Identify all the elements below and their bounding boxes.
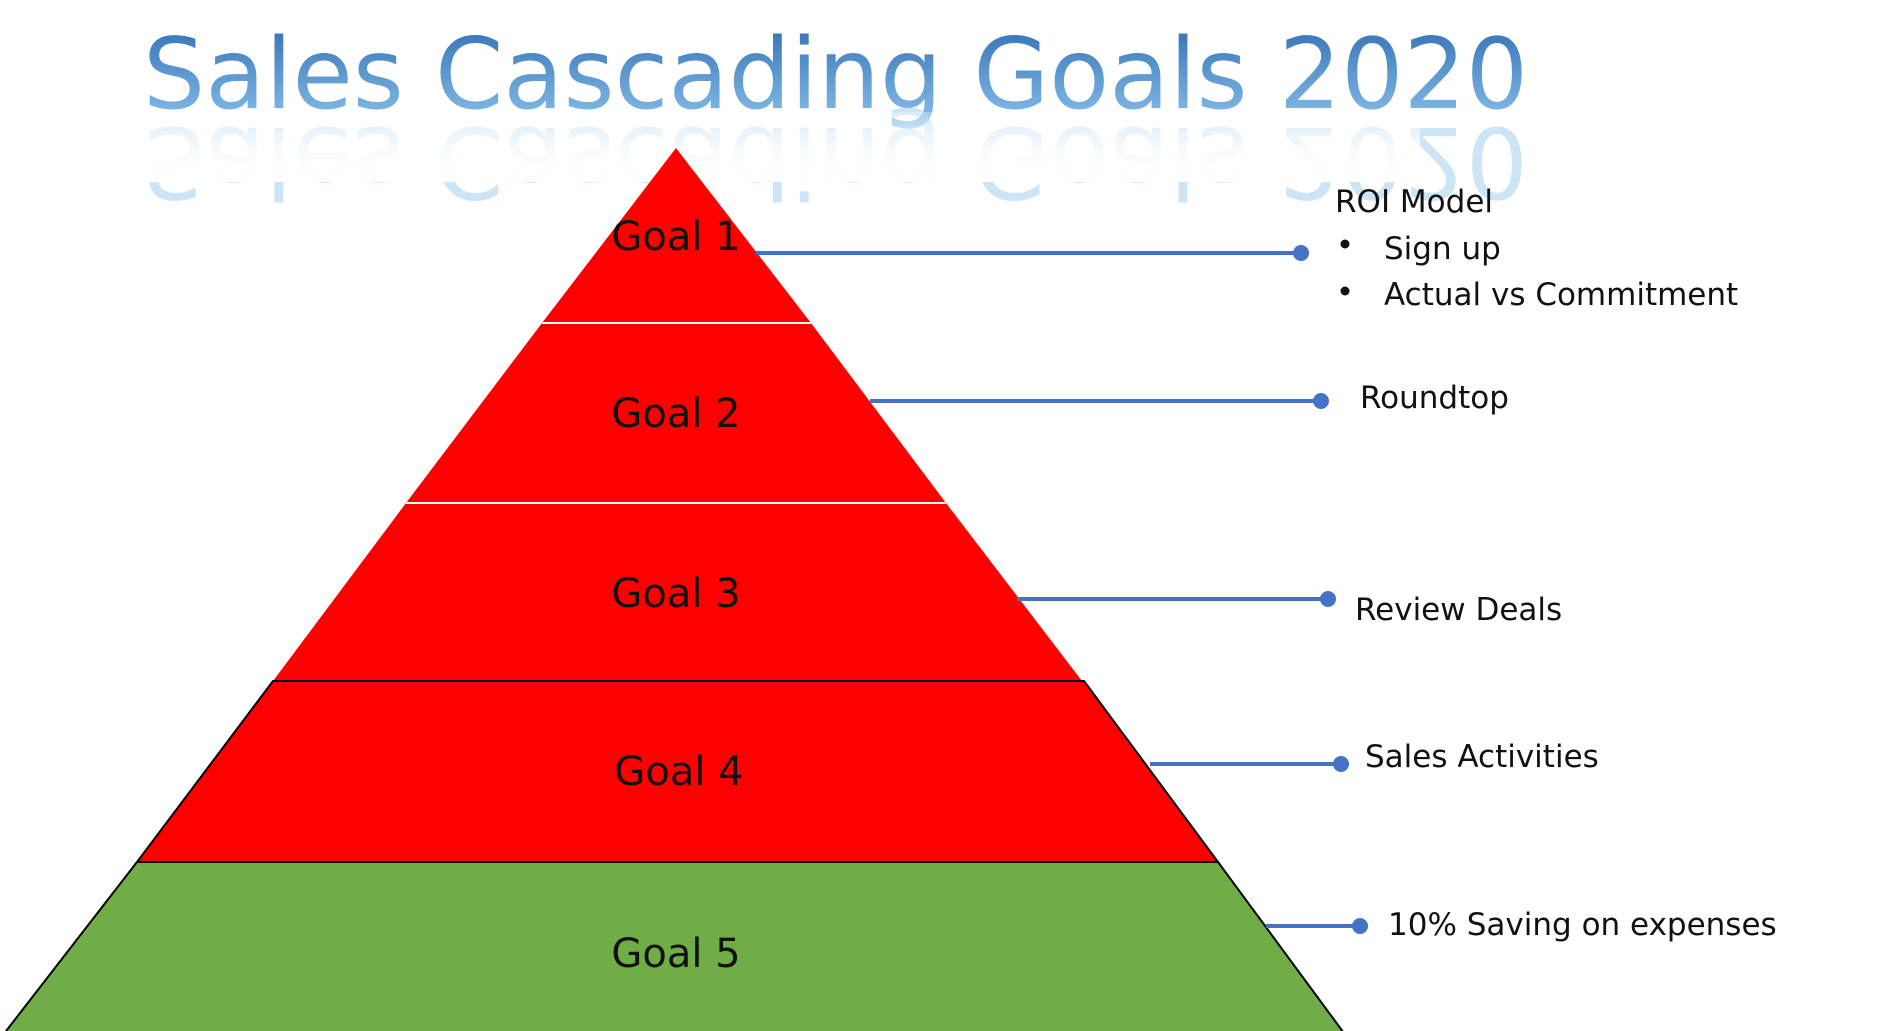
title-group: Sales Cascading Goals 2020 Sales Cascadi… [130, 18, 1528, 218]
goal-2-label: Goal 2 [611, 391, 740, 437]
pyramid-tier-1 [542, 148, 811, 323]
note-2-heading: Roundtop [1360, 380, 1509, 416]
title-reflection-fade [130, 112, 1420, 182]
note-1-bullet-1: Sign up [1384, 231, 1501, 267]
connectors [756, 245, 1368, 934]
goal-labels: Goal 1 Goal 2 Goal 3 Goal 4 Goal 5 [611, 214, 743, 977]
connector-dot-5 [1352, 918, 1368, 934]
connector-dot-3 [1320, 591, 1336, 607]
goal-4-label: Goal 4 [614, 749, 743, 795]
connector-dot-2 [1313, 393, 1329, 409]
goal-3-label: Goal 3 [611, 571, 740, 617]
goal-5-label: Goal 5 [611, 931, 740, 977]
note-5-heading: 10% Saving on expenses [1388, 907, 1777, 943]
bullet-dot [1340, 239, 1350, 249]
connector-dot-1 [1293, 245, 1309, 261]
note-3-heading: Review Deals [1355, 592, 1562, 628]
pyramid [4, 148, 1344, 1031]
pyramid-tier-2 [406, 323, 946, 503]
note-4-heading: Sales Activities [1365, 739, 1599, 775]
bullet-dot [1340, 286, 1350, 296]
pyramid-tier-5 [4, 861, 1344, 1031]
connector-dot-4 [1333, 756, 1349, 772]
goal-notes: ROI Model Sign up Actual vs Commitment R… [1335, 184, 1777, 943]
pyramid-tier-3 [273, 503, 1082, 681]
note-1-bullet-2: Actual vs Commitment [1384, 277, 1738, 313]
note-1-heading: ROI Model [1335, 184, 1493, 220]
goal-1-label: Goal 1 [611, 214, 740, 260]
